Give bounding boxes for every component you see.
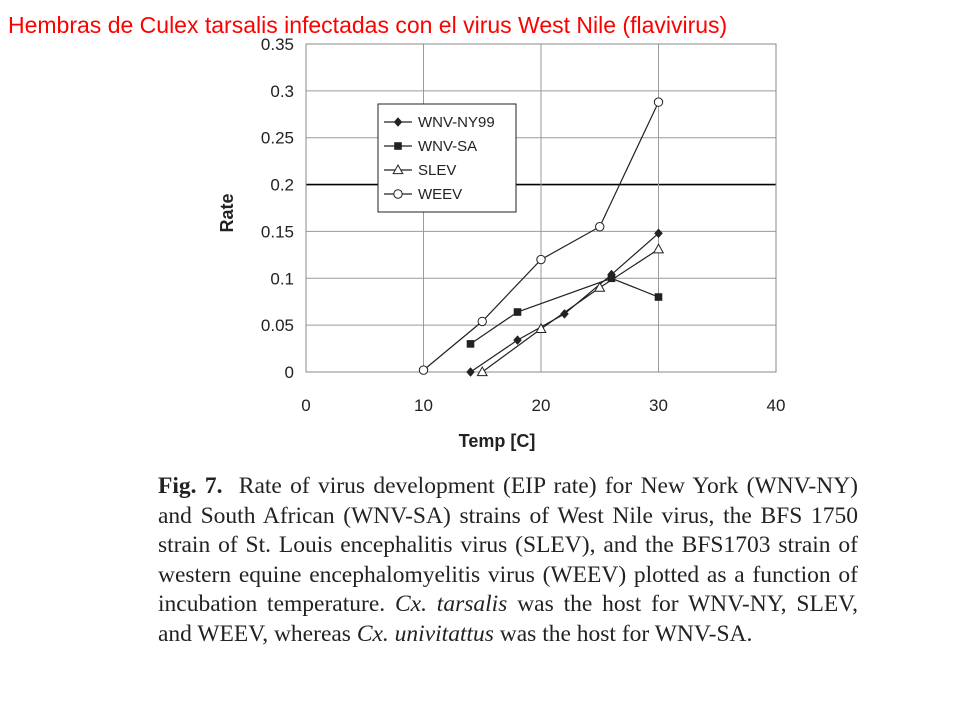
- x-tick-label: 10: [414, 396, 433, 415]
- data-point-slev: [476, 365, 488, 377]
- x-tick-label: 40: [767, 396, 786, 415]
- y-tick-label: 0.35: [261, 35, 294, 54]
- x-tick-label: 20: [532, 396, 551, 415]
- slide-title: Hembras de Culex tarsalis infectadas con…: [8, 12, 728, 38]
- legend-label: SLEV: [418, 162, 456, 179]
- data-point-wnv-sa: [607, 274, 616, 283]
- y-tick-label: 0.1: [270, 269, 294, 288]
- data-point-weev: [653, 97, 664, 107]
- data-point-wnv-ny99: [466, 367, 475, 377]
- legend-label: WNV-SA: [418, 138, 477, 155]
- x-axis-label: Temp [C]: [459, 431, 536, 451]
- y-tick-label: 0.25: [261, 129, 294, 148]
- legend-marker-wnv-sa: [394, 142, 402, 150]
- plot-frame: [305, 43, 777, 373]
- y-tick-label: 0.05: [261, 316, 294, 335]
- y-tick-label: 0.15: [261, 222, 294, 241]
- series-line-slev: [481, 248, 659, 373]
- data-point-wnv-sa: [513, 308, 522, 316]
- legend-label: WEEV: [418, 186, 462, 203]
- data-point-weev: [536, 254, 546, 265]
- y-axis-label: Rate: [217, 193, 237, 232]
- caption-species-2: Cx. univitattus: [356, 620, 494, 647]
- y-tick-label: 0.3: [270, 82, 294, 101]
- line-chart: 0 0.05 0.1 0.15 0.2 0.25 0.3 0.35 0 10 20 30 40 Temp …: [217, 35, 786, 451]
- y-tick-label: 0.2: [270, 176, 294, 195]
- caption-text-3: was the host for WNV-SA.: [499, 620, 753, 647]
- data-point-slev: [594, 281, 606, 292]
- caption-species-1: Cx. tarsalis: [394, 591, 508, 617]
- figure-caption: Fig. 7. Rate of virus development (EIP r…: [158, 472, 858, 649]
- legend-marker-slev: [392, 163, 404, 175]
- data-point-slev: [535, 322, 547, 333]
- x-tick-label: 30: [649, 396, 668, 415]
- legend-marker-wnv-ny99: [393, 117, 403, 127]
- legend-marker-weev: [393, 189, 403, 199]
- data-point-wnv-ny99: [654, 228, 663, 239]
- legend-label: WNV-NY99: [418, 114, 495, 131]
- y-tick-label: 0: [285, 363, 294, 382]
- data-point-weev: [595, 222, 605, 232]
- data-point-weev: [477, 316, 487, 327]
- figure-label: Fig. 7.: [158, 473, 223, 499]
- data-point-weev: [418, 365, 429, 375]
- data-point-slev: [652, 243, 665, 254]
- series-line-wnv-sa: [470, 277, 659, 345]
- data-point-wnv-ny99: [513, 335, 522, 346]
- caption-text-2: was the host for WNV-NY, SLEV, and WEEV,…: [158, 591, 858, 647]
- data-point-wnv-sa: [654, 293, 663, 301]
- x-tick-label: 0: [301, 396, 310, 415]
- series-line-wnv-ny99: [470, 232, 659, 373]
- caption-text-1: Rate of virus development (EIP rate) for…: [158, 473, 859, 617]
- data-point-wnv-sa: [466, 340, 475, 348]
